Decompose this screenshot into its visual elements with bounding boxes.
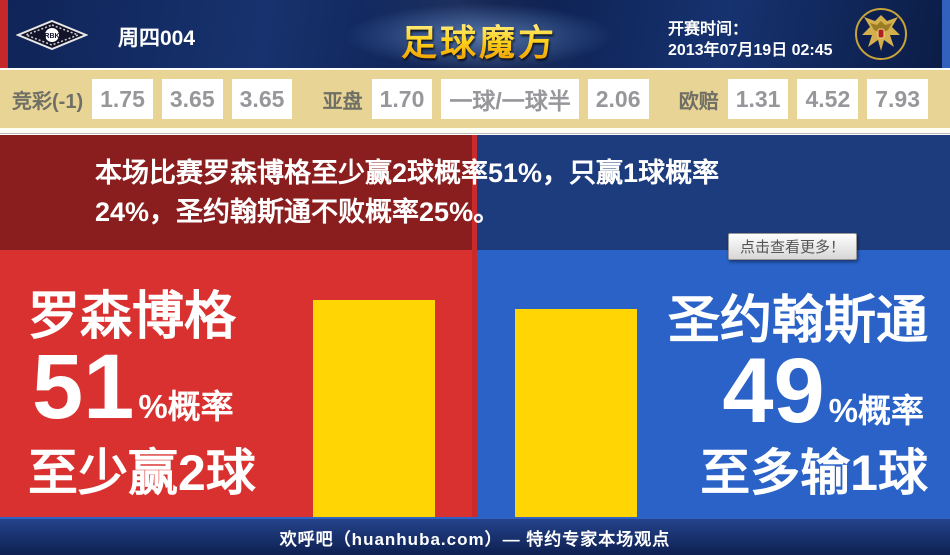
probability-panels: 罗森博格 51 %概率 至少赢2球 圣约翰斯通 49 %概率 至多输1球 xyxy=(0,250,950,517)
away-probability-value: 49 xyxy=(722,340,825,442)
svg-text:RBK: RBK xyxy=(44,33,59,40)
away-outcome-label: 至多输1球 xyxy=(700,445,928,501)
footer-caption: 欢呼吧（huanhuba.com）— 特约专家本场观点 xyxy=(279,529,671,549)
view-more-button[interactable]: 点击查看更多！ xyxy=(728,233,858,260)
site-logo: 足球魔方 xyxy=(401,14,557,66)
jingcai-away-odds: 3.65 xyxy=(231,79,293,119)
odds-group-jingcai: 竞彩(-1) 1.75 3.65 3.65 xyxy=(12,79,293,119)
st-johnstone-crest-icon xyxy=(854,7,908,66)
euro-away-odds: 7.93 xyxy=(867,79,928,119)
center-divider xyxy=(472,135,477,517)
header-bar: RBK 周四004 足球魔方 开赛时间： 2013年07月19日 02:45 xyxy=(0,0,950,69)
jingcai-home-odds: 1.75 xyxy=(92,79,153,119)
jingcai-label: 竞彩(-1) xyxy=(12,90,84,113)
euro-draw-odds: 4.52 xyxy=(797,79,859,119)
jingcai-draw-odds: 3.65 xyxy=(161,79,223,119)
home-team-name: 罗森博格 xyxy=(28,288,237,346)
banner-right-navy xyxy=(472,135,950,250)
away-probability-bar xyxy=(515,309,637,517)
footer-bar: 欢呼吧（huanhuba.com）— 特约专家本场观点 xyxy=(0,517,950,555)
kickoff-time-block: 开赛时间： 2013年07月19日 02:45 xyxy=(668,19,833,61)
left-red-edge xyxy=(0,0,8,68)
odds-group-european: 欧赔 1.31 4.52 7.93 xyxy=(679,79,928,119)
handicap-away-odds: 2.06 xyxy=(587,79,649,119)
home-probability-suffix: %概率 xyxy=(138,388,234,425)
asian-handicap-label: 亚盘 xyxy=(322,90,363,113)
odds-group-asian-handicap: 亚盘 1.70 一球/一球半 2.06 xyxy=(323,79,649,119)
banner-left-maroon xyxy=(0,135,472,250)
home-probability-value: 51 xyxy=(32,336,135,438)
away-team-name: 圣约翰斯通 xyxy=(667,292,928,350)
home-probability-bar xyxy=(313,300,435,517)
kickoff-label: 开赛时间： xyxy=(668,21,749,38)
away-probability: 49 %概率 xyxy=(722,340,924,442)
prediction-summary-text: 本场比赛罗森博格至少赢2球概率51%，只赢1球概率24%，圣约翰斯通不败概率25… xyxy=(95,158,720,227)
euro-home-odds: 1.31 xyxy=(727,79,789,119)
home-probability: 51 %概率 xyxy=(32,336,234,438)
odds-bar: 竞彩(-1) 1.75 3.65 3.65 亚盘 1.70 一球/一球半 2.0… xyxy=(0,70,950,128)
home-outcome-label: 至少赢2球 xyxy=(28,445,256,501)
handicap-home-odds: 1.70 xyxy=(371,79,433,119)
rosenborg-crest-icon: RBK xyxy=(15,19,89,55)
european-odds-label: 欧赔 xyxy=(678,90,719,113)
right-blue-edge xyxy=(942,0,950,68)
kickoff-time: 2013年07月19日 02:45 xyxy=(668,42,833,59)
separator-line xyxy=(0,128,950,134)
logo-glow xyxy=(344,3,614,69)
handicap-line: 一球/一球半 xyxy=(441,79,579,119)
away-probability-suffix: %概率 xyxy=(828,392,924,429)
prediction-banner: 本场比赛罗森博格至少赢2球概率51%，只赢1球概率24%，圣约翰斯通不败概率25… xyxy=(0,135,950,250)
match-code: 周四004 xyxy=(118,27,196,50)
